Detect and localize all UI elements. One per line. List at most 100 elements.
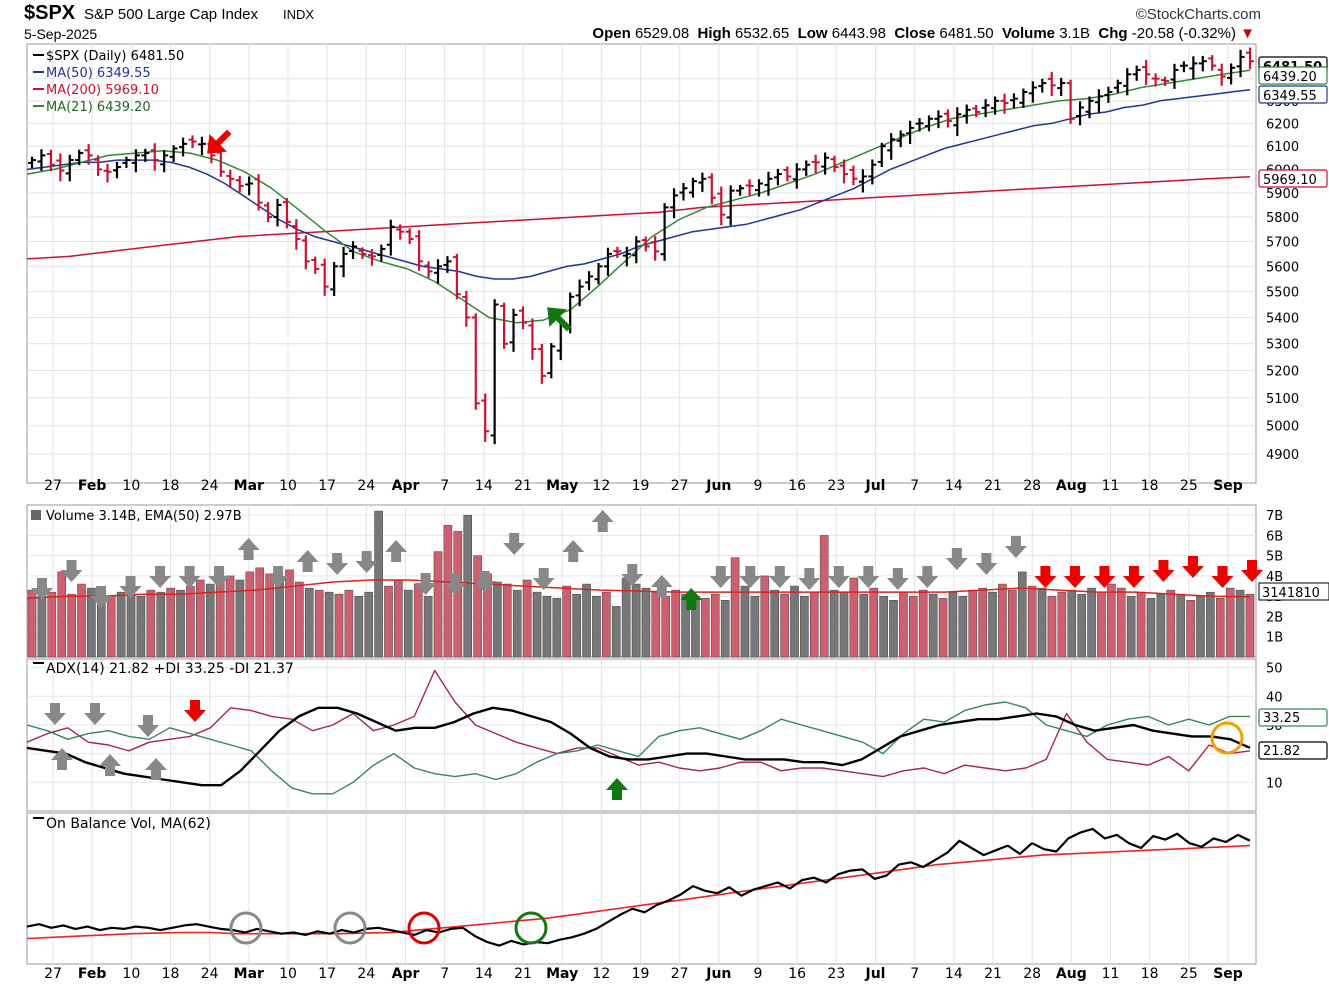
x-axis-label: 16 (788, 966, 806, 982)
volume-bar (384, 585, 393, 658)
price-bar (396, 224, 405, 240)
price-bar (443, 256, 452, 273)
price-bar (273, 198, 282, 227)
x-axis-label: 19 (632, 478, 650, 494)
volume-bar (304, 587, 314, 658)
volume-bar (1116, 587, 1126, 658)
price-bar (641, 236, 650, 252)
price-bar (783, 166, 792, 182)
volume-bar (245, 571, 255, 658)
arrow-down-icon (208, 566, 231, 588)
arrow-down-icon (44, 703, 66, 725)
volume-bar (334, 593, 344, 658)
price-bar (452, 253, 461, 300)
price-bar (537, 343, 546, 384)
x-axis-label: 14 (945, 966, 963, 982)
volume-bar (819, 535, 829, 658)
volume-bar (552, 597, 562, 658)
volume-bar (829, 589, 839, 658)
x-axis-label: Jun (705, 966, 731, 982)
volume-tick-label: 7B (1266, 509, 1283, 524)
price-tick-label: 5700 (1266, 235, 1299, 250)
low-value: 6443.98 (831, 25, 886, 42)
volume-bar (740, 585, 750, 658)
price-bar (887, 133, 896, 160)
price-bar (915, 118, 924, 132)
adx-value-box (1258, 708, 1328, 727)
price-bar (670, 188, 679, 219)
volume-bar (126, 593, 136, 658)
volume-bar (1077, 593, 1086, 658)
volume-bar (928, 593, 938, 658)
volume-tick-label: 4B (1266, 570, 1283, 585)
x-axis-label: 11 (1102, 966, 1120, 982)
x-axis-label: 10 (122, 966, 140, 982)
x-axis-label: 12 (592, 966, 610, 982)
x-axis-label: 10 (279, 478, 297, 494)
x-axis-label: May (546, 966, 578, 982)
price-tick-label: 5300 (1266, 338, 1299, 353)
price-tick-label: 5600 (1266, 260, 1299, 275)
price-bar (1227, 63, 1236, 85)
plus-di-line (26, 701, 1250, 795)
arrow-down-icon (1152, 560, 1175, 582)
volume-bar (156, 591, 166, 658)
arrow-down-icon (916, 566, 939, 588)
volume-bar (1087, 587, 1096, 658)
volume-bar (909, 595, 918, 658)
price-bar (1217, 63, 1226, 86)
volume-bar (146, 589, 156, 658)
x-axis-label: Mar (234, 478, 264, 494)
price-bar (1236, 49, 1245, 78)
volume-bar (275, 577, 284, 658)
volume-bar (978, 587, 987, 658)
price-bar (490, 299, 499, 445)
crossover-circle-icon (1210, 721, 1244, 755)
price-bar (1057, 77, 1066, 97)
obv-legend: On Balance Vol, MA(62) (46, 816, 211, 832)
volume-bar (27, 589, 37, 658)
price-bar (37, 149, 46, 171)
price-bar (1142, 60, 1151, 86)
volume-tick-label: 6B (1266, 529, 1283, 544)
x-axis-label: 23 (827, 966, 845, 982)
crossover-circle-icon (514, 911, 548, 945)
price-bar (688, 177, 697, 198)
arrow-up-icon (51, 748, 73, 770)
x-axis-label: 7 (440, 966, 449, 982)
x-axis-label: 14 (945, 478, 963, 494)
volume-bar (196, 579, 205, 658)
price-bar (141, 148, 150, 162)
x-axis-label: 21 (514, 478, 532, 494)
arrow-down-icon (60, 560, 83, 582)
volume-bar (641, 587, 651, 658)
price-bar (1094, 89, 1103, 114)
high-label: High (697, 25, 731, 42)
arrow-down-icon (532, 568, 555, 590)
volume-bar (364, 591, 373, 658)
price-bar (622, 246, 631, 267)
price-bar (755, 179, 764, 197)
price-bar (1104, 86, 1113, 103)
x-axis-label: 11 (1102, 478, 1120, 494)
price-bar (1132, 65, 1141, 81)
crossover-circle-icon (333, 911, 367, 945)
price-bar (679, 183, 688, 201)
price-bar (160, 150, 169, 173)
volume-bar (1156, 593, 1166, 658)
sell-signal-arrow-icon (207, 129, 232, 154)
price-tick-label: 5200 (1266, 365, 1299, 380)
volume-bar (205, 583, 215, 658)
volume-bar (671, 589, 680, 658)
arrow-down-icon (1181, 556, 1204, 578)
volume-value: 3.1B (1059, 25, 1091, 42)
x-axis-label: 14 (475, 478, 493, 494)
volume-bar (859, 593, 869, 658)
volume-bar (988, 591, 997, 658)
price-bar (792, 163, 801, 189)
x-axis-label: 27 (671, 478, 689, 494)
exchange-label: INDX (283, 7, 315, 22)
volume-bar (572, 593, 581, 658)
volume-bar (354, 595, 364, 658)
volume-bar (542, 595, 552, 658)
